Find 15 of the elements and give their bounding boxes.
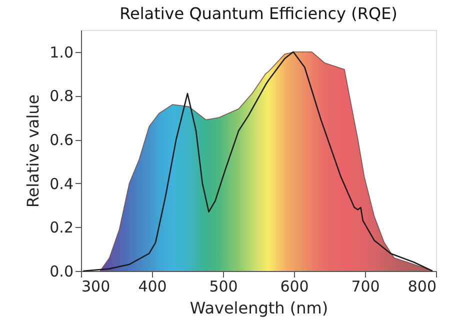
y-axis-title: Relative value [24, 94, 43, 208]
x-tick-label: 500 [209, 278, 238, 296]
x-tick-label: 300 [82, 278, 110, 296]
chart-title: Relative Quantum Efficiency (RQE) [120, 4, 398, 23]
y-tick-label: 0.6 [50, 131, 74, 150]
y-tick-label: 1.0 [50, 43, 74, 62]
y-tick-label: 0.2 [50, 218, 74, 237]
y-tick-label: 0.0 [50, 262, 74, 280]
x-axis-title: Wavelength (nm) [190, 298, 328, 318]
x-tick-label: 800 [408, 278, 436, 296]
x-tick-label: 700 [351, 278, 380, 296]
y-tick-label: 0.8 [50, 87, 74, 106]
x-tick-label: 600 [280, 278, 309, 296]
x-tick-label: 400 [138, 278, 167, 296]
y-tick-label: 0.4 [50, 174, 74, 193]
